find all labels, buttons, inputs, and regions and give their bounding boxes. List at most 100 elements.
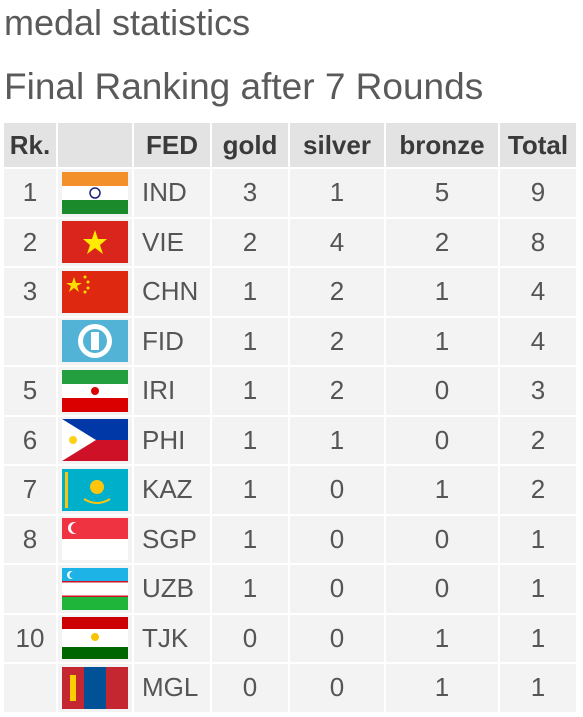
rank-cell: 7	[4, 466, 56, 514]
medal-table: Rk. FED gold silver bronze Total 1 IND 3 1 5…	[2, 121, 578, 714]
flag	[62, 468, 128, 511]
fed-cell: PHI	[134, 416, 210, 464]
fed-cell: CHN	[134, 268, 210, 316]
rank-cell: 3	[4, 268, 56, 316]
total-cell: 4	[500, 317, 576, 365]
col-header-flag	[58, 123, 132, 167]
bronze-cell: 0	[386, 565, 498, 613]
table-row: 1 IND 3 1 5 9	[4, 169, 576, 217]
silver-cell: 4	[290, 218, 384, 266]
flag	[62, 171, 128, 214]
silver-cell: 1	[290, 416, 384, 464]
silver-cell: 0	[290, 614, 384, 662]
flag	[62, 419, 128, 462]
flag-cell	[58, 614, 132, 662]
gold-cell: 0	[212, 664, 288, 712]
table-row: 2 VIE 2 4 2 8	[4, 218, 576, 266]
col-header: Rk.	[4, 123, 56, 167]
rank-cell: 8	[4, 515, 56, 563]
bronze-cell: 1	[386, 466, 498, 514]
bronze-cell: 0	[386, 515, 498, 563]
fed-cell: VIE	[134, 218, 210, 266]
flag	[62, 567, 128, 610]
flag-cell	[58, 268, 132, 316]
gold-cell: 3	[212, 169, 288, 217]
col-header: silver	[290, 123, 384, 167]
gold-cell: 2	[212, 218, 288, 266]
total-cell: 1	[500, 664, 576, 712]
col-header: FED	[134, 123, 210, 167]
fed-cell: FID	[134, 317, 210, 365]
flag	[62, 221, 128, 264]
silver-cell: 2	[290, 317, 384, 365]
fed-cell: KAZ	[134, 466, 210, 514]
silver-cell: 2	[290, 367, 384, 415]
rank-cell: 2	[4, 218, 56, 266]
subtitle: Final Ranking after 7 Rounds	[4, 66, 484, 107]
silver-cell: 0	[290, 565, 384, 613]
bronze-cell: 1	[386, 614, 498, 662]
flag	[62, 369, 128, 412]
bronze-cell: 5	[386, 169, 498, 217]
flag	[62, 617, 128, 660]
fed-cell: TJK	[134, 614, 210, 662]
total-cell: 3	[500, 367, 576, 415]
header-row: Rk. FED gold silver bronze Total	[4, 123, 576, 167]
flag	[62, 518, 128, 561]
rank-cell	[4, 565, 56, 613]
flag-cell	[58, 416, 132, 464]
gold-cell: 1	[212, 317, 288, 365]
flag-cell	[58, 565, 132, 613]
table-row: UZB 1 0 0 1	[4, 565, 576, 613]
flag	[62, 320, 128, 363]
table-row: 6 PHI 1 1 0 2	[4, 416, 576, 464]
gold-cell: 1	[212, 565, 288, 613]
total-cell: 1	[500, 515, 576, 563]
gold-cell: 1	[212, 515, 288, 563]
bronze-cell: 1	[386, 664, 498, 712]
silver-cell: 0	[290, 466, 384, 514]
gold-cell: 0	[212, 614, 288, 662]
silver-cell: 1	[290, 169, 384, 217]
flag	[62, 270, 128, 313]
flag-cell	[58, 664, 132, 712]
col-header: gold	[212, 123, 288, 167]
total-cell: 2	[500, 416, 576, 464]
rank-cell: 1	[4, 169, 56, 217]
fed-cell: IND	[134, 169, 210, 217]
total-cell: 2	[500, 466, 576, 514]
bronze-cell: 1	[386, 268, 498, 316]
flag-cell	[58, 169, 132, 217]
rank-cell: 10	[4, 614, 56, 662]
table-row: 8 SGP 1 0 0 1	[4, 515, 576, 563]
gold-cell: 1	[212, 466, 288, 514]
fed-cell: MGL	[134, 664, 210, 712]
total-cell: 4	[500, 268, 576, 316]
silver-cell: 0	[290, 515, 384, 563]
total-cell: 1	[500, 565, 576, 613]
fed-cell: UZB	[134, 565, 210, 613]
flag-cell	[58, 218, 132, 266]
total-cell: 9	[500, 169, 576, 217]
fed-cell: SGP	[134, 515, 210, 563]
flag-cell	[58, 466, 132, 514]
table-row: 7 KAZ 1 0 1 2	[4, 466, 576, 514]
table-row: 10 TJK 0 0 1 1	[4, 614, 576, 662]
bronze-cell: 1	[386, 317, 498, 365]
silver-cell: 0	[290, 664, 384, 712]
total-cell: 8	[500, 218, 576, 266]
rank-cell: 6	[4, 416, 56, 464]
table-row: 3 CHN 1 2 1 4	[4, 268, 576, 316]
silver-cell: 2	[290, 268, 384, 316]
col-header: bronze	[386, 123, 498, 167]
total-cell: 1	[500, 614, 576, 662]
rank-cell	[4, 317, 56, 365]
title: medal statistics	[4, 2, 251, 43]
rank-cell	[4, 664, 56, 712]
bronze-cell: 0	[386, 367, 498, 415]
gold-cell: 1	[212, 367, 288, 415]
flag-cell	[58, 367, 132, 415]
table-row: FID 1 2 1 4	[4, 317, 576, 365]
